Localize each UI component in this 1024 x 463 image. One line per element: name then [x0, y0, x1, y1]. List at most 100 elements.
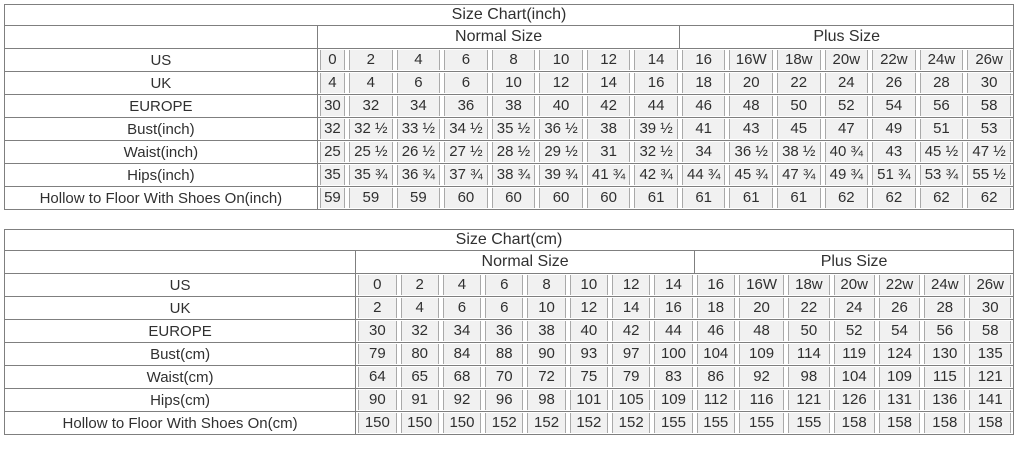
size-cell: 45 ½ [917, 140, 966, 164]
table-row: Hips(inch) 35 35 ¾ 36 ¾ 37 ¾ 38 ¾ 39 ¾ 41 ¾ 42 ¾… [4, 163, 1014, 187]
size-cell-value: 10 [527, 298, 566, 318]
size-cell-value: 60 [491, 188, 536, 208]
size-cell: 33 ½ [394, 117, 443, 141]
size-cell: 98 [786, 365, 832, 389]
size-cell: 91 [398, 388, 441, 412]
size-cell-value: 53 [967, 119, 1011, 139]
size-cell: 18 [694, 296, 737, 320]
size-cell-value: 72 [527, 367, 566, 387]
size-cell: 32 ½ [347, 117, 395, 141]
size-cell: 61 [679, 186, 728, 210]
size-cell-value: 36 ½ [539, 119, 583, 139]
size-cell-value: 60 [444, 188, 488, 208]
size-cell-value: 4 [349, 73, 393, 93]
size-cell: 22 [786, 296, 832, 320]
size-cell: 4 [317, 71, 348, 95]
size-cell-value: 96 [485, 390, 524, 410]
size-cell: 54 [870, 94, 918, 118]
size-cell: 25 ½ [347, 140, 395, 164]
size-cell-value: 14 [634, 50, 678, 70]
size-cell: 104 [694, 342, 737, 366]
size-cell: 155 [736, 411, 787, 435]
size-cell: 16 [694, 273, 737, 297]
row-label: US [4, 48, 318, 72]
size-cell-value: 47 ¾ [777, 165, 821, 185]
row-label: EUROPE [4, 94, 318, 118]
size-cell-value: 150 [358, 413, 397, 433]
table-row: UK 2 4 6 6 10 12 14 16 18 20 22 24 26 28 30 [4, 296, 1014, 320]
size-cell: 59 [394, 186, 443, 210]
size-cell: 62 [965, 186, 1014, 210]
size-cell-value: 152 [569, 413, 609, 433]
group-spacer [4, 250, 357, 274]
size-cell-value: 68 [442, 367, 482, 387]
size-cell-value: 4 [396, 50, 441, 70]
size-cell: 155 [652, 411, 695, 435]
size-cell-value: 126 [833, 390, 875, 410]
size-cell: 12 [584, 48, 633, 72]
size-cell-value: 116 [738, 390, 785, 410]
size-cell-value: 65 [400, 367, 439, 387]
size-cell-value: 34 ½ [444, 119, 488, 139]
size-cell: 24 [831, 296, 877, 320]
size-cell: 116 [736, 388, 787, 412]
size-cell-value: 61 [634, 188, 678, 208]
size-cell-value: 39 ¾ [539, 165, 583, 185]
size-cell-value: 64 [358, 367, 397, 387]
size-cell: 60 [584, 186, 633, 210]
size-cell-value: 152 [612, 413, 651, 433]
size-cell-value: 50 [777, 96, 821, 116]
size-cell: 24w [917, 48, 966, 72]
size-chart-inch-table: Size Chart(inch) Normal Size Plus Size US 0 2… [4, 4, 1014, 210]
size-cell: 28 [922, 296, 968, 320]
size-cell: 59 [317, 186, 348, 210]
size-cell-value: 10 [491, 73, 536, 93]
size-cell-value: 8 [491, 50, 536, 70]
size-cell: 150 [398, 411, 441, 435]
size-cell: 16 [652, 296, 695, 320]
size-cell: 30 [317, 94, 348, 118]
size-cell-value: 42 [612, 321, 651, 341]
size-cell: 61 [727, 186, 775, 210]
size-cell-value: 26w [969, 275, 1011, 295]
size-cell-value: 38 [491, 96, 536, 116]
size-cell: 20w [831, 273, 877, 297]
size-cell: 6 [442, 48, 490, 72]
size-cell-value: 104 [833, 367, 875, 387]
size-cell-value: 20 [729, 73, 773, 93]
size-cell: 6 [442, 71, 490, 95]
group-header-row: Normal Size Plus Size [4, 250, 1014, 274]
size-cell: 42 [610, 319, 653, 343]
size-cell: 20 [736, 296, 787, 320]
group-header-normal-size: Normal Size [317, 25, 681, 49]
row-label: Hollow to Floor With Shoes On(inch) [4, 186, 318, 210]
table-row: Waist(cm) 64 65 68 70 72 75 79 83 86 92 98 104 109 115… [4, 365, 1014, 389]
size-cell-value: 141 [969, 390, 1011, 410]
size-cell: 36 ½ [537, 117, 585, 141]
size-cell-value: 18 [681, 73, 726, 93]
size-cell-value: 79 [612, 367, 651, 387]
row-label: Waist(inch) [4, 140, 318, 164]
size-cell-value: 10 [539, 50, 583, 70]
size-cell-value: 20w [833, 275, 875, 295]
size-cell: 30 [965, 71, 1014, 95]
size-cell: 141 [967, 388, 1014, 412]
size-cell-value: 130 [924, 344, 966, 364]
size-cell: 2 [398, 273, 441, 297]
size-cell-value: 60 [586, 188, 631, 208]
size-cell: 25 [317, 140, 348, 164]
size-cell: 39 ¾ [537, 163, 585, 187]
size-cell: 75 [567, 365, 611, 389]
size-table-body: Size Chart(cm) Normal Size Plus Size US 0 2 4 6… [4, 229, 1014, 435]
size-cell-value: 59 [319, 188, 346, 208]
size-cell-value: 136 [924, 390, 966, 410]
size-cell: 121 [967, 365, 1014, 389]
size-cell: 6 [394, 71, 443, 95]
size-cell: 52 [831, 319, 877, 343]
size-cell: 14 [584, 71, 633, 95]
size-cell: 35 ½ [489, 117, 538, 141]
size-cell-value: 97 [612, 344, 651, 364]
size-cell-value: 54 [872, 96, 916, 116]
size-cell: 41 ¾ [584, 163, 633, 187]
